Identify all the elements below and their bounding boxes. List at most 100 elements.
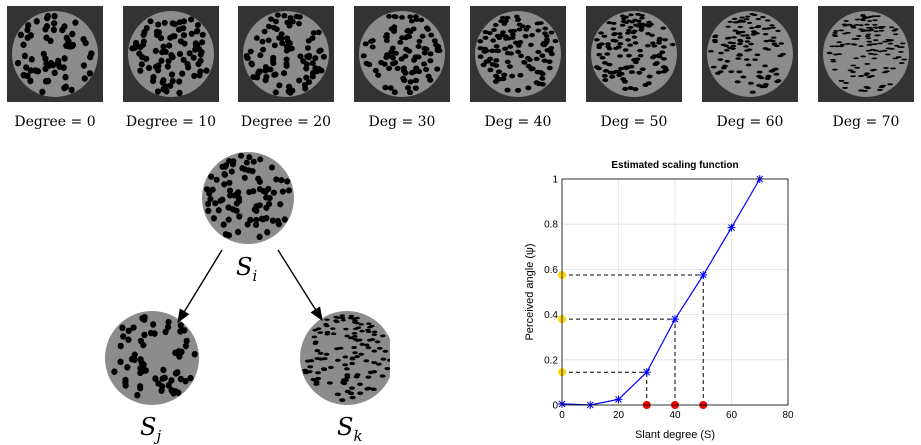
texture-dot — [756, 70, 763, 74]
texture-dot — [773, 72, 780, 76]
texture-dot — [596, 52, 603, 57]
texture-dot — [890, 67, 897, 70]
tile-label: Deg = 50 — [600, 114, 668, 130]
texture-dot — [861, 15, 868, 18]
texture-dot — [745, 63, 752, 67]
texture-dot — [297, 53, 304, 60]
texture-dot — [339, 314, 346, 317]
texture-dot — [659, 50, 666, 55]
texture-dot — [207, 195, 214, 203]
texture-dot — [154, 88, 162, 95]
texture-dot — [858, 45, 864, 48]
texture-dot — [893, 44, 900, 47]
texture-dot — [509, 73, 516, 79]
texture-dot — [633, 23, 639, 27]
texture-dot — [737, 38, 743, 42]
texture-dot — [733, 21, 740, 24]
texture-dot — [250, 188, 257, 195]
texture-dot — [366, 322, 372, 325]
texture-dot — [111, 368, 118, 375]
texture-dot — [262, 77, 269, 84]
texture-dot — [872, 39, 879, 42]
texture-disc — [359, 11, 445, 97]
texture-dot — [866, 44, 872, 46]
texture-dot — [629, 20, 636, 24]
texture-dot — [621, 79, 629, 84]
texture-dot — [43, 23, 51, 30]
texture-dot — [353, 375, 360, 379]
texture-dot — [226, 157, 233, 165]
texture-dot — [339, 398, 346, 402]
series-polyline — [561, 178, 761, 406]
texture-dot — [832, 35, 839, 38]
x-tick-label: 0 — [559, 410, 565, 421]
texture-dot — [315, 376, 322, 381]
texture-dot — [310, 30, 317, 36]
texture-dot — [860, 55, 867, 58]
texture-dot — [400, 75, 407, 82]
texture-dot — [843, 20, 849, 22]
texture-dot — [645, 32, 651, 36]
texture-dot — [739, 16, 745, 19]
texture-dot — [760, 16, 766, 19]
texture-dot — [723, 49, 730, 52]
texture-dot — [172, 349, 179, 357]
label-top-node: Si — [236, 253, 257, 285]
texture-dot — [522, 33, 529, 39]
texture-dot — [352, 334, 358, 338]
texture-dot — [268, 16, 275, 22]
texture-dot — [340, 318, 347, 322]
texture-dot — [770, 68, 777, 72]
texture-dot — [615, 45, 622, 49]
texture-dot — [618, 66, 625, 71]
texture-dot — [168, 71, 176, 78]
texture-dot — [143, 25, 150, 32]
texture-dot — [334, 392, 341, 397]
texture-disc-face — [823, 11, 909, 97]
texture-dot — [602, 61, 608, 65]
texture-dot — [261, 28, 268, 35]
texture-dot — [743, 45, 749, 48]
texture-dot — [27, 67, 34, 74]
y-axis-label: Perceived angle (ψ) — [524, 243, 536, 340]
texture-dot — [500, 30, 506, 35]
texture-dot — [171, 33, 178, 40]
texture-dot — [866, 26, 872, 29]
texture-dot — [180, 32, 187, 39]
texture-dot — [382, 349, 389, 353]
texture-dot — [129, 45, 136, 52]
x-tick-label: 40 — [669, 410, 681, 421]
texture-dot — [370, 387, 377, 392]
tile-label: Deg = 70 — [832, 114, 900, 130]
texture-dot — [330, 332, 337, 336]
texture-disc-face — [707, 11, 793, 97]
texture-dot — [770, 26, 776, 29]
texture-dot — [81, 75, 88, 82]
texture-dot — [839, 43, 846, 46]
texture-dot — [533, 56, 540, 62]
texture-dot — [260, 216, 267, 223]
texture-dot — [186, 50, 193, 57]
texture-dot — [303, 65, 310, 72]
texture-disc-face — [105, 311, 199, 405]
texture-dot — [360, 53, 367, 59]
texture-dot — [150, 321, 157, 328]
texture-dot — [901, 58, 907, 61]
texture-dot — [892, 33, 899, 36]
texture-node-left — [105, 311, 199, 405]
texture-tile — [238, 6, 334, 102]
texture-dot — [387, 85, 394, 91]
texture-dot — [309, 73, 316, 80]
texture-dot — [404, 28, 411, 34]
tile-label: Degree = 20 — [240, 114, 332, 130]
texture-dot — [408, 18, 415, 24]
texture-dot — [593, 65, 600, 69]
texture-dot — [610, 27, 617, 31]
texture-dot — [515, 42, 522, 47]
texture-dot — [160, 366, 167, 374]
texture-dot — [892, 57, 899, 60]
texture-dot — [281, 12, 288, 19]
texture-dot — [344, 389, 351, 394]
texture-dot — [428, 32, 435, 38]
texture-dot — [526, 57, 533, 63]
